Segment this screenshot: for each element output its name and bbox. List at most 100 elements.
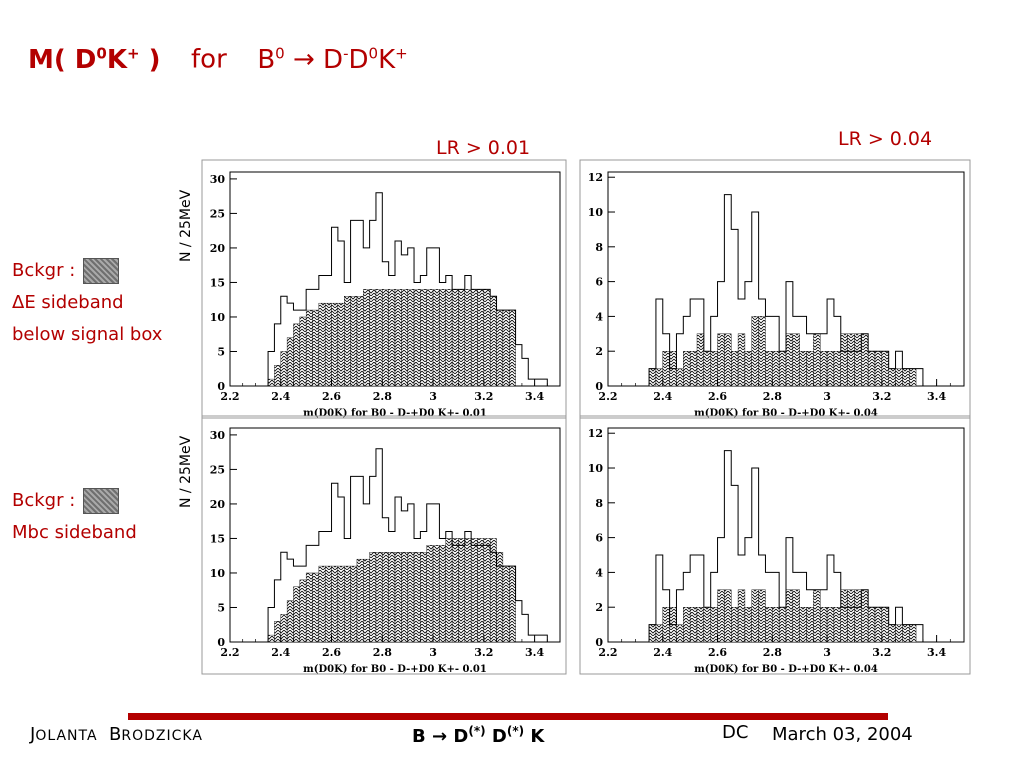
background-bin	[363, 289, 370, 387]
signal-histogram	[648, 194, 951, 387]
background-bin	[717, 589, 725, 643]
background-bin	[806, 351, 814, 387]
background-bin	[274, 365, 281, 387]
y-tick-label: 10	[588, 206, 604, 219]
background-bin	[909, 368, 917, 387]
y-tick-label: 10	[210, 567, 226, 580]
background-bin	[751, 316, 759, 387]
background-bin	[778, 351, 787, 387]
x-tick-label: 2.4	[653, 646, 672, 659]
x-tick-label: 2.4	[271, 646, 290, 659]
x-tick-label: 2.2	[598, 390, 617, 403]
background-bin	[293, 323, 301, 387]
background-bin	[813, 589, 821, 643]
x-tick-label: 2.8	[763, 390, 782, 403]
signal-histogram	[648, 450, 951, 643]
background-bin	[420, 289, 427, 387]
background-bin	[483, 289, 491, 387]
background-bin	[496, 309, 504, 387]
histogram-bottom-left: 2.2 2.4 2.6 2.8 3 3.2 3.4 0 5 10 15 20 25 30 m(D0K) fo…	[201, 415, 567, 675]
y-tick-label: 30	[210, 173, 226, 186]
background-bin	[826, 351, 835, 387]
x-tick-label: 3	[429, 646, 437, 659]
background-bin	[778, 607, 787, 643]
background-bin	[731, 607, 739, 643]
background-bin	[350, 565, 358, 643]
mbc-sideband-label: Mbc sideband	[12, 522, 137, 543]
background-bin	[318, 302, 326, 387]
y-tick-label: 6	[595, 276, 603, 289]
y-tick-label: 20	[210, 242, 226, 255]
background-bin	[445, 538, 453, 643]
y-tick-label: 0	[595, 380, 603, 393]
background-bin	[710, 351, 718, 387]
background-bin	[420, 552, 427, 643]
delta-e-sideband-label: ΔE sideband	[12, 292, 124, 313]
background-bin	[369, 552, 377, 643]
background-bin	[293, 586, 301, 643]
x-tick-label: 3.4	[927, 646, 946, 659]
background-bin	[407, 289, 415, 387]
y-tick-label: 4	[595, 310, 603, 323]
background-bin	[696, 607, 705, 643]
footer-rule	[128, 713, 888, 720]
background-bin	[388, 552, 396, 643]
x-tick-label: 3.2	[474, 390, 493, 403]
background-bin	[909, 624, 917, 643]
background-bin	[305, 309, 313, 387]
background-bin	[344, 296, 351, 387]
background-bin	[477, 289, 485, 387]
background-bin	[432, 289, 440, 387]
y-axis-label-bottom: N / 25MeV	[178, 435, 194, 508]
bckgr-label-top: Bckgr :	[12, 260, 76, 281]
title-for: for	[191, 44, 227, 75]
background-bin	[369, 289, 377, 387]
background-bin	[286, 337, 294, 387]
background-bin	[895, 368, 903, 387]
lr-label-right: LR > 0.04	[838, 128, 933, 150]
histogram-top-left: 2.2 2.4 2.6 2.8 3 3.2 3.4 0 5 10 15 20 25 30 m(D0K) fo…	[201, 159, 567, 419]
background-bin	[267, 634, 275, 643]
background-bin	[731, 351, 739, 387]
background-bin	[724, 589, 732, 643]
background-bin	[799, 607, 807, 643]
y-tick-label: 25	[210, 207, 225, 220]
x-tick-label: 3.2	[872, 646, 891, 659]
background-bin	[344, 565, 351, 643]
panel-frame	[201, 415, 567, 675]
background-bin	[382, 289, 389, 387]
background-bin	[286, 600, 294, 643]
y-axis-label-top: N / 25MeV	[178, 189, 194, 262]
background-bin	[854, 589, 862, 643]
background-bin	[867, 607, 876, 643]
background-bin	[867, 351, 876, 387]
background-bin	[439, 545, 446, 643]
background-bin	[305, 572, 313, 643]
x-tick-label: 2.6	[708, 646, 727, 659]
background-bin	[464, 538, 472, 643]
footer-dc: DC	[722, 722, 749, 743]
panel-frame	[201, 159, 567, 419]
background-bin	[388, 289, 396, 387]
y-tick-label: 25	[210, 463, 225, 476]
background-bin	[888, 368, 896, 387]
background-bin	[806, 607, 814, 643]
x-tick-label: 2.8	[373, 646, 392, 659]
background-bin	[881, 351, 889, 387]
background-bin	[881, 607, 889, 643]
background-bin	[502, 309, 510, 387]
y-tick-label: 4	[595, 566, 603, 579]
background-bin	[509, 565, 516, 643]
background-bin	[744, 607, 752, 643]
x-tick-label: 3	[823, 390, 831, 403]
background-bin	[737, 589, 746, 643]
title-arrow: →	[292, 44, 315, 75]
background-bin	[489, 538, 497, 643]
background-bin	[458, 289, 466, 387]
background-bin	[299, 316, 307, 387]
background-bin	[861, 333, 869, 387]
background-bin	[703, 351, 711, 387]
histogram-top-right: 2.2 2.4 2.6 2.8 3 3.2 3.4 0 2 4 6 8 10 12 m(D0K) for B…	[579, 159, 971, 419]
background-bin	[382, 552, 389, 643]
background-bin	[772, 351, 780, 387]
